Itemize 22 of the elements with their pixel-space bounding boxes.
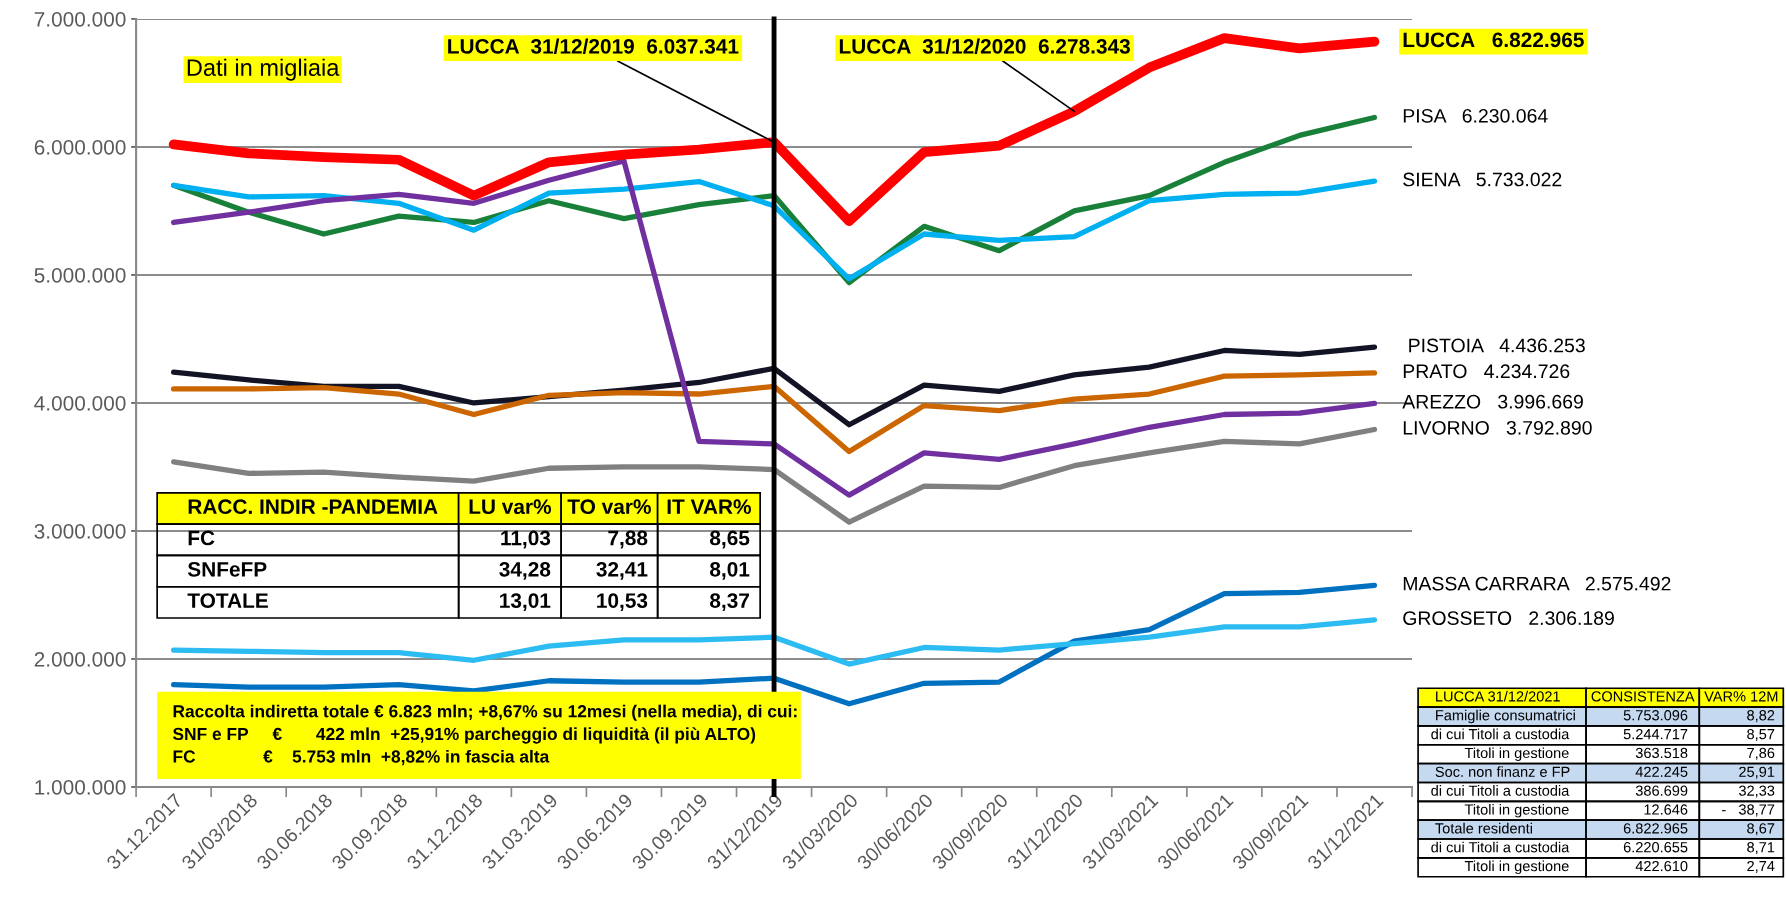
y-tick-label: 6.000.000 bbox=[34, 139, 126, 155]
annotation: PISTOIA 4.436.253 bbox=[1409, 338, 1585, 353]
annotation: LUCCA 31/12/2020 6.278.343 bbox=[839, 38, 1130, 54]
annotation: LUCCA 31/12/2019 6.037.341 bbox=[448, 38, 739, 54]
y-tick-label: 7.000.000 bbox=[34, 11, 126, 27]
y-tick-label: 3.000.000 bbox=[34, 523, 126, 539]
annotation: LIVORNO 3.792.890 bbox=[1403, 420, 1592, 435]
annotation: Raccolta indiretta totale € 6.823 mln; +8,67% su 12mesi (nella media), di cui: SNF e FP € 422 mln +25,91% parcheggio di liquidità (il più ALTO) FC € 5.753 mln +8,82% in fascia alta bbox=[172, 704, 797, 766]
y-tick-label: 4.000.000 bbox=[34, 395, 126, 411]
annotation: SIENA 5.733.022 bbox=[1403, 172, 1562, 187]
annotation: PRATO 4.234.726 bbox=[1403, 364, 1570, 379]
annotation: MASSA CARRARA 2.575.492 bbox=[1403, 576, 1671, 591]
y-tick-label: 2.000.000 bbox=[34, 651, 126, 667]
y-tick-label: 1.000.000 bbox=[35, 780, 126, 795]
y-tick-label: 5.000.000 bbox=[34, 267, 126, 283]
annotation: LUCCA 6.822.965 bbox=[1403, 32, 1584, 48]
annotation: PISA 6.230.064 bbox=[1403, 108, 1548, 123]
text: LUCCA 31/12/2021 CONSISTENZA VAR% 12M Famiglie consumatrici 5.753.096 8,82 di cui Titoli a custodia 5.244.717 8,57 Titoli in gestione 363.518 7,86 Soc. non finanz e FP 422.245 25,91 di cui Titoli a custodia 386.699 32,33 Titoli in gestione 12.646 - 38,77 Totale residenti 6.822.965 8,67 di cui Titoli a custodia 6.220.655 8,71 Titoli in gestione 422.610 2,74 bbox=[1431, 690, 1778, 875]
text: RACC. INDIR -PANDEMIA LU var% TO var% IT VAR% FC 11,03 7,88 8,65 SNFeFP 34,28 32,41 8,01 TOTALE 13,01 10,53 8,37 bbox=[187, 499, 751, 611]
annotation: GROSSETO 2.306.189 bbox=[1403, 611, 1614, 626]
annotation: AREZZO 3.996.669 bbox=[1402, 394, 1583, 409]
annotation: Dati in migliaia bbox=[187, 58, 340, 81]
